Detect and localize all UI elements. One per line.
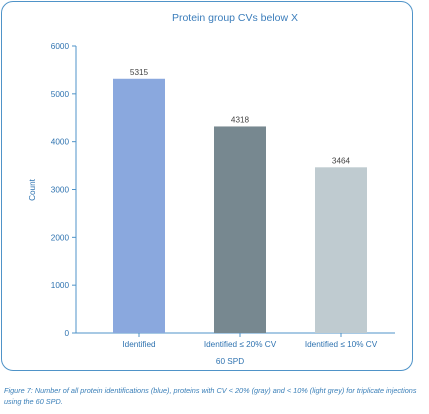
bar [214,126,266,334]
bar-value-label: 4318 [231,115,250,124]
y-tick-label: 0 [64,329,69,338]
x-tick-label: Identified [122,340,156,349]
bar-chart: Protein group CVs below X 0 1000 2000 3000 4… [28,12,395,366]
bar-value-label: 3464 [332,156,351,165]
bar-value-label: 5315 [130,68,149,77]
figure-caption: Figure 7: Number of all protein identifi… [4,386,417,406]
x-axis-label: 60 SPD [216,357,244,366]
x-tick-label: Identified ≤ 20% CV [204,340,277,349]
x-tick-label: Identified ≤ 10% CV [305,340,378,349]
y-tick-label: 3000 [51,186,70,195]
y-tick-label: 2000 [51,233,70,242]
y-tick-label: 5000 [51,90,70,99]
y-tick-label: 4000 [51,138,70,147]
chart-frame [1,1,413,371]
chart-title: Protein group CVs below X [172,12,298,24]
bar [315,167,367,333]
y-tick-label: 6000 [51,42,70,51]
bars: 5315 Identified 4318 Identified ≤ 20% CV 346… [113,68,378,349]
bar [113,78,165,333]
y-axis-label: Count [28,178,37,201]
y-tick-label: 1000 [51,281,70,290]
